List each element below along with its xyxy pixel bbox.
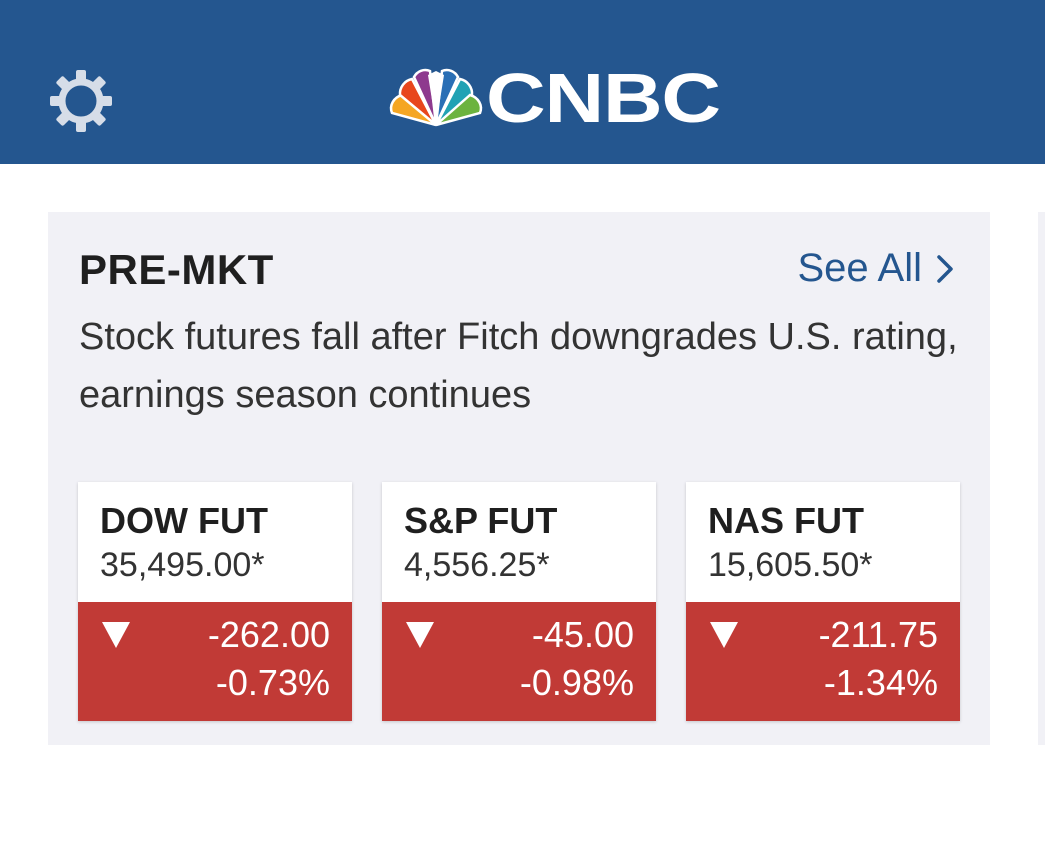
cnbc-wordmark: CNBC [486, 59, 721, 137]
quote-card-sp[interactable]: S&P FUT 4,556.25* -45.00 -0.98% [382, 482, 656, 721]
triangle-down-icon [406, 622, 434, 648]
quote-change: -45.00 [531, 614, 634, 655]
quote-change-panel: -211.75 -1.34% [686, 602, 960, 721]
settings-gear-icon[interactable] [48, 68, 114, 134]
quote-change-panel: -45.00 -0.98% [382, 602, 656, 721]
quote-change: -262.00 [207, 614, 330, 655]
section-label: PRE-MKT [79, 246, 274, 293]
quote-percent: -1.34% [823, 662, 938, 703]
quote-name: S&P FUT [404, 500, 558, 541]
quote-price: 4,556.25* [404, 546, 550, 584]
quote-name: DOW FUT [100, 500, 268, 541]
chevron-right-icon [937, 254, 953, 283]
headline-link[interactable]: Stock futures fall after Fitch downgrade… [79, 316, 958, 416]
quote-percent: -0.98% [519, 662, 634, 703]
quote-card-nas[interactable]: NAS FUT 15,605.50* -211.75 -1.34% [686, 482, 960, 721]
quote-percent: -0.73% [215, 662, 330, 703]
next-card-peek[interactable] [1038, 212, 1045, 745]
nbc-peacock-icon [389, 68, 483, 127]
cnbc-logo: CNBC [388, 63, 721, 133]
see-all-link[interactable]: See All [797, 246, 954, 291]
quote-price: 15,605.50* [708, 546, 873, 584]
triangle-down-icon [710, 622, 738, 648]
quote-change: -211.75 [818, 614, 938, 655]
app-header: CNBC [0, 0, 1045, 164]
quote-change-panel: -262.00 -0.73% [78, 602, 352, 721]
triangle-down-icon [102, 622, 130, 648]
quote-name: NAS FUT [708, 500, 864, 541]
quote-card-dow[interactable]: DOW FUT 35,495.00* -262.00 -0.73% [78, 482, 352, 721]
quote-price: 35,495.00* [100, 546, 265, 584]
see-all-label: See All [797, 246, 922, 290]
premarket-card: PRE-MKT See All Stock futures fall after… [48, 212, 990, 745]
